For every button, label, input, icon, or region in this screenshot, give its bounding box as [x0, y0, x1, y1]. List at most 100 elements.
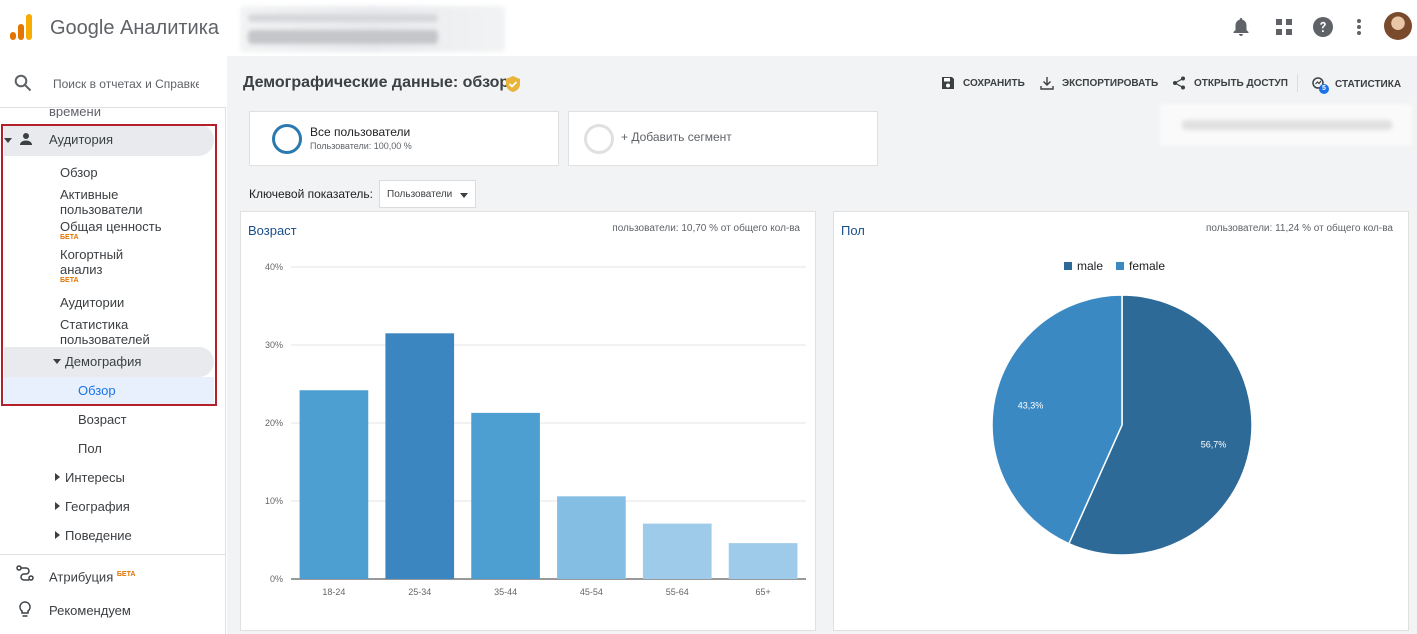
- bell-icon[interactable]: [1230, 16, 1252, 38]
- x-tick-label: 25-34: [408, 587, 431, 597]
- x-tick-label: 35-44: [494, 587, 517, 597]
- x-tick-label: 18-24: [322, 587, 345, 597]
- x-tick-label: 65+: [755, 587, 770, 597]
- insights-button[interactable]: 5 СТАТИСТИКА: [1311, 76, 1402, 94]
- key-metric-value: Пользователи: [387, 189, 453, 200]
- share-icon: [1173, 76, 1185, 90]
- gender-panel-note: пользователи: 11,24 % от общего кол-ва: [1206, 223, 1393, 234]
- sidebar-item-gender[interactable]: Пол: [78, 441, 102, 456]
- apps-grid-icon[interactable]: [1273, 16, 1295, 38]
- gender-pie-chart: male female 56,7% 43,3%: [991, 259, 1253, 556]
- y-tick-label: 30%: [265, 340, 283, 350]
- gender-panel-title[interactable]: Пол: [841, 223, 865, 238]
- sidebar-item-attribution[interactable]: Атрибуция БЕТА: [49, 567, 135, 584]
- insights-icon: 5: [1311, 76, 1329, 94]
- attribution-icon: [16, 565, 34, 586]
- lightbulb-icon: [19, 601, 31, 623]
- bar-55-64: [642, 523, 712, 579]
- page-title: Демографические данные: обзор: [243, 74, 510, 91]
- sidebar-item-lifetime-value[interactable]: Общая ценность БЕТА: [60, 219, 161, 242]
- insights-label: СТАТИСТИКА: [1335, 78, 1402, 90]
- sidebar-item-label: Атрибуция: [49, 569, 114, 585]
- search-input[interactable]: Поиск в отчетах и Справке: [53, 77, 199, 91]
- empty-segment-ring: [584, 124, 614, 154]
- save-button[interactable]: СОХРАНИТЬ: [941, 76, 1025, 90]
- sidebar-item-geo[interactable]: География: [65, 499, 130, 514]
- pie-slice-male: [1067, 294, 1253, 556]
- sidebar-item-label: Общая ценность: [60, 219, 162, 234]
- gender-panel: Пол пользователи: 11,24 % от общего кол-…: [833, 211, 1409, 631]
- y-tick-label: 10%: [265, 496, 283, 506]
- legend-swatch-female: [1116, 262, 1124, 270]
- segment-subtitle: Пользователи: 100,00 %: [310, 141, 412, 151]
- sidebar-item-audience[interactable]: Аудитория: [49, 132, 114, 147]
- download-icon: [1040, 77, 1054, 90]
- save-icon: [942, 77, 954, 89]
- sidebar-item-demography[interactable]: Демография: [65, 354, 142, 369]
- key-metric-select[interactable]: Пользователи: [379, 180, 476, 208]
- chevron-down-icon[interactable]: [53, 359, 61, 364]
- chevron-down-icon: [460, 193, 468, 198]
- more-vert-icon[interactable]: [1348, 16, 1370, 38]
- legend-swatch-male: [1064, 262, 1072, 270]
- bar-65+: [728, 543, 798, 579]
- segment-all-users[interactable]: Все пользователи Пользователи: 100,00 %: [249, 111, 559, 166]
- age-bar-chart: 0% 10% 20% 30% 40% 18-24 25-34 35-44 45-54 55-64 6…: [265, 262, 806, 597]
- beta-badge: БЕТА: [116, 571, 136, 578]
- add-segment-button[interactable]: + Добавить сегмент: [568, 111, 878, 166]
- share-label: ОТКРЫТЬ ДОСТУП: [1194, 77, 1288, 89]
- account-selector[interactable]: [240, 6, 505, 52]
- age-panel: Возраст пользователи: 10,70 % от общего …: [240, 211, 816, 631]
- export-button[interactable]: ЭКСПОРТИРОВАТЬ: [1040, 76, 1158, 90]
- verified-shield-icon: [506, 76, 520, 97]
- sidebar-item-demography-overview[interactable]: Обзор: [78, 383, 116, 398]
- pie-label-female: 43,3%: [1018, 400, 1044, 410]
- add-segment-label: + Добавить сегмент: [621, 130, 732, 144]
- chevron-right-icon[interactable]: [55, 473, 60, 481]
- sidebar-item-interests[interactable]: Интересы: [65, 470, 125, 485]
- beta-badge: БЕТА: [60, 234, 79, 241]
- sidebar-item-audiences[interactable]: Аудитории: [60, 295, 125, 310]
- age-panel-title[interactable]: Возраст: [248, 223, 297, 238]
- sidebar-item-age[interactable]: Возраст: [78, 412, 127, 427]
- legend-label-male: male: [1077, 259, 1103, 273]
- help-icon[interactable]: [1312, 16, 1334, 38]
- sidebar-item-user-explorer[interactable]: Статистика пользователей: [60, 317, 150, 347]
- sidebar-item-partial[interactable]: времени: [49, 104, 101, 118]
- key-metric-label: Ключевой показатель:: [249, 187, 373, 201]
- bar-18-24: [299, 390, 369, 579]
- analytics-logo-icon[interactable]: [10, 14, 34, 40]
- sidebar-item-active-users[interactable]: Активные пользователи: [60, 187, 143, 217]
- share-button[interactable]: ОТКРЫТЬ ДОСТУП: [1172, 76, 1288, 90]
- y-tick-label: 0%: [270, 574, 283, 584]
- chevron-down-icon[interactable]: [4, 138, 12, 143]
- sidebar-item-label: Когортный анализ: [60, 247, 124, 277]
- sidebar-item-overview[interactable]: Обзор: [60, 165, 98, 180]
- chevron-right-icon[interactable]: [55, 502, 60, 510]
- app-name[interactable]: Google Аналитика: [50, 17, 220, 39]
- sidebar-item-cohort[interactable]: Когортный анализ БЕТА: [60, 247, 150, 285]
- segment-color-ring: [272, 124, 302, 154]
- bar-25-34: [385, 333, 455, 579]
- bar-45-54: [557, 496, 626, 579]
- sidebar-search[interactable]: Поиск в отчетах и Справке: [0, 56, 226, 108]
- y-tick-label: 20%: [265, 418, 283, 428]
- toolbar-divider: [1297, 74, 1298, 92]
- search-icon[interactable]: [14, 74, 32, 97]
- pie-label-male: 56,7%: [1201, 440, 1227, 450]
- date-range-picker[interactable]: [1160, 104, 1412, 146]
- avatar[interactable]: [1384, 12, 1412, 40]
- export-label: ЭКСПОРТИРОВАТЬ: [1062, 77, 1159, 89]
- sidebar-item-behavior[interactable]: Поведение: [65, 528, 132, 543]
- legend-label-female: female: [1129, 259, 1165, 273]
- beta-badge: БЕТА: [60, 277, 79, 284]
- top-bar: Google Аналитика: [0, 0, 1417, 56]
- insights-count-badge: 5: [1319, 84, 1329, 94]
- x-tick-label: 45-54: [580, 587, 603, 597]
- pie-slice-female: [991, 294, 1123, 545]
- save-label: СОХРАНИТЬ: [963, 77, 1025, 89]
- sidebar-item-recommend[interactable]: Рекомендуем: [49, 603, 131, 618]
- chevron-right-icon[interactable]: [55, 531, 60, 539]
- y-tick-label: 40%: [265, 262, 283, 272]
- person-icon: [19, 132, 33, 151]
